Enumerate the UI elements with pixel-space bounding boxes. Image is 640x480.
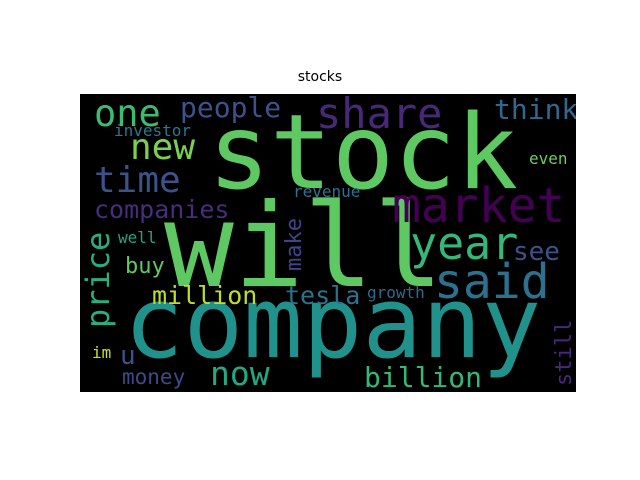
figure-title: stocks: [297, 69, 343, 85]
word-company: company: [124, 266, 542, 381]
word-even: even: [529, 149, 568, 168]
word-time: time: [94, 160, 181, 201]
word-billion: billion: [364, 361, 483, 392]
word-people: people: [180, 94, 282, 124]
word-make: make: [282, 218, 307, 271]
word-cloud: stock will company market said year shar…: [80, 94, 576, 392]
word-one: one: [94, 94, 161, 135]
word-will: will: [164, 179, 444, 314]
word-said: said: [434, 254, 550, 310]
word-market: market: [392, 178, 566, 234]
word-new: new: [130, 127, 196, 168]
word-investor: investor: [114, 121, 192, 140]
word-think: think: [494, 94, 576, 126]
word-revenue: revenue: [293, 182, 361, 201]
word-companies: companies: [94, 195, 230, 224]
word-share: share: [316, 94, 443, 138]
word-im: im: [92, 343, 112, 362]
word-now: now: [210, 354, 270, 392]
word-see: see: [513, 237, 560, 267]
word-growth: growth: [367, 283, 425, 302]
word-buy: buy: [125, 254, 165, 279]
word-well: well: [118, 228, 157, 247]
word-price: price: [80, 231, 117, 328]
word-tesla: tesla: [285, 281, 361, 310]
word-stock: stock: [208, 94, 519, 213]
word-still: still: [552, 319, 576, 386]
word-million: million: [152, 281, 258, 310]
word-year: year: [410, 217, 519, 270]
word-u: u: [120, 341, 136, 371]
word-money: money: [122, 365, 186, 389]
